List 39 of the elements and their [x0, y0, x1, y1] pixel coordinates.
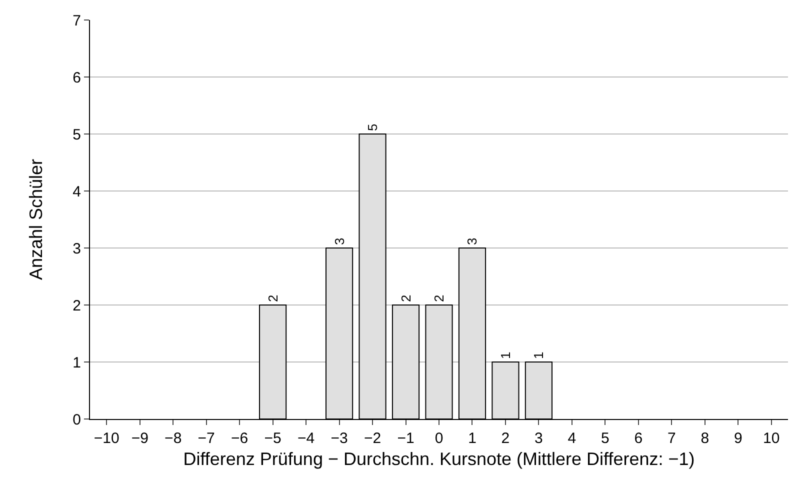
- x-tick-label: 9: [734, 430, 742, 447]
- y-tick-label: 2: [72, 297, 81, 314]
- x-axis-title: Differenz Prüfung − Durchschn. Kursnote (Mittlere Differenz: −1): [183, 449, 695, 470]
- data-label: 5: [365, 124, 380, 131]
- x-tick-label: 0: [434, 430, 444, 447]
- y-axis-title: Anzahl Schüler: [26, 158, 46, 280]
- y-tick-label: 7: [72, 12, 81, 30]
- x-tick-label: −4: [297, 430, 315, 447]
- x-tick-label: −8: [164, 430, 182, 447]
- x-tick-label: −10: [94, 430, 120, 447]
- x-tick-label: 2: [501, 430, 510, 447]
- data-label: 2: [432, 294, 446, 302]
- x-tick-label: −3: [330, 430, 348, 447]
- x-tick-label: 6: [634, 430, 643, 447]
- x-tick-label: −2: [364, 430, 382, 447]
- y-tick-label: 4: [72, 183, 81, 200]
- x-tick-label: −1: [397, 430, 414, 447]
- y-tick-label: 6: [72, 69, 81, 86]
- data-label: 3: [464, 238, 480, 245]
- data-label: 1: [498, 352, 513, 359]
- y-tick-label: 1: [72, 354, 81, 372]
- y-tick-label: 5: [72, 126, 81, 144]
- x-tick-label: 4: [568, 430, 576, 447]
- data-label: 1: [531, 352, 546, 359]
- x-tick-label: −7: [198, 430, 215, 447]
- x-tick-label: 1: [468, 430, 476, 447]
- data-label: 2: [398, 294, 414, 302]
- y-tick-label: 3: [72, 240, 81, 258]
- x-tick-label: 10: [763, 430, 780, 447]
- x-tick-label: 3: [534, 430, 543, 447]
- x-tick-label: −6: [231, 430, 248, 447]
- x-tick-label: −5: [264, 430, 282, 447]
- x-tick-label: 5: [601, 430, 610, 447]
- x-tick-label: −9: [131, 430, 148, 447]
- x-tick-label: 8: [700, 430, 710, 447]
- data-label: 3: [332, 238, 347, 245]
- x-tick-label: 7: [668, 430, 676, 447]
- y-tick-label: 0: [72, 411, 81, 428]
- data-label: 2: [265, 294, 280, 302]
